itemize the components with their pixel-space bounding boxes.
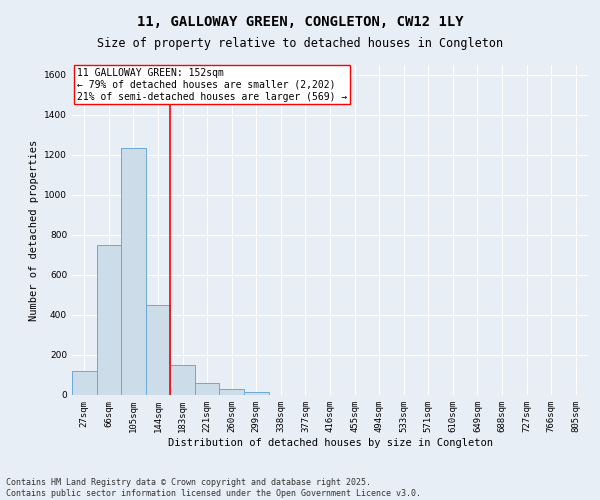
Bar: [72, 371, 97, 395]
Bar: [170, 365, 195, 395]
X-axis label: Distribution of detached houses by size in Congleton: Distribution of detached houses by size …: [167, 438, 493, 448]
Bar: [146, 305, 170, 395]
Bar: [195, 384, 220, 395]
Y-axis label: Number of detached properties: Number of detached properties: [29, 140, 38, 320]
Text: 11, GALLOWAY GREEN, CONGLETON, CW12 1LY: 11, GALLOWAY GREEN, CONGLETON, CW12 1LY: [137, 15, 463, 29]
Bar: [244, 392, 269, 395]
Bar: [220, 389, 244, 395]
Bar: [121, 148, 146, 395]
Text: Contains HM Land Registry data © Crown copyright and database right 2025.
Contai: Contains HM Land Registry data © Crown c…: [6, 478, 421, 498]
Text: 11 GALLOWAY GREEN: 152sqm
← 79% of detached houses are smaller (2,202)
21% of se: 11 GALLOWAY GREEN: 152sqm ← 79% of detac…: [77, 68, 347, 102]
Text: Size of property relative to detached houses in Congleton: Size of property relative to detached ho…: [97, 38, 503, 51]
Bar: [97, 245, 121, 395]
